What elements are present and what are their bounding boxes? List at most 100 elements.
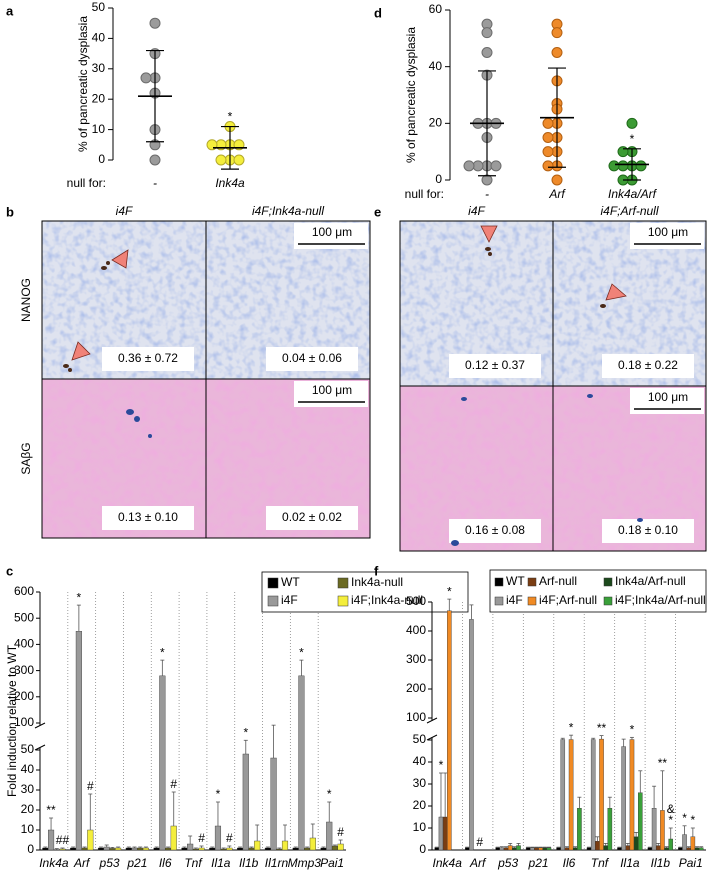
x-tick-label: p53	[497, 856, 518, 870]
bar	[577, 808, 582, 851]
bar	[690, 836, 696, 851]
bar	[281, 840, 289, 851]
legend-swatch	[267, 595, 279, 607]
bar	[572, 847, 578, 851]
arrowhead	[605, 283, 627, 301]
bar	[586, 847, 592, 851]
scale-bar-label: 100 μm	[312, 225, 352, 239]
bar	[595, 841, 600, 851]
legend-label: i4F;Arf-null	[539, 593, 597, 607]
bar	[198, 847, 205, 851]
x-tick-label: Ink4a	[433, 856, 463, 870]
data-point	[626, 117, 638, 129]
scale-bar-label: 100 μm	[648, 225, 688, 239]
stain-spot	[68, 368, 72, 372]
arrowhead	[480, 225, 498, 243]
x-tick-label: Ink4a	[39, 856, 69, 870]
column-header: i4F	[468, 204, 485, 218]
significance-mark: *	[668, 813, 673, 827]
x-tick-label: Il1a	[620, 856, 640, 870]
bar	[337, 843, 344, 851]
significance-mark: *	[299, 645, 304, 659]
data-point	[542, 132, 554, 143]
legend-swatch	[603, 596, 613, 606]
y-tick-label: 40	[413, 754, 427, 768]
significance-mark: **	[658, 756, 668, 770]
bar	[534, 847, 539, 851]
bar	[220, 848, 227, 851]
bar	[331, 845, 338, 851]
y-tick-label: 0	[98, 152, 105, 166]
bar	[87, 829, 94, 851]
bar	[629, 739, 635, 851]
legend-label: i4F;Ink4a/Arf-null	[615, 593, 706, 607]
legend-swatch	[494, 577, 504, 587]
quantification: 0.18 ± 0.22	[618, 358, 678, 372]
bar	[516, 845, 521, 851]
panel-letter: b	[6, 204, 14, 219]
bar	[469, 619, 474, 851]
bar	[142, 847, 149, 851]
label-box	[449, 354, 541, 378]
data-point	[215, 154, 227, 166]
x-tick-label: Arf	[469, 856, 487, 870]
label-box	[602, 519, 694, 543]
panel-letter: c	[6, 563, 13, 578]
significance-mark: *	[327, 787, 332, 801]
significance-mark: #	[170, 777, 177, 791]
data-point	[233, 154, 245, 166]
arrowhead	[111, 249, 129, 269]
y-tick-label: 400	[14, 637, 34, 651]
bar	[153, 847, 160, 851]
quantification: 0.04 ± 0.06	[282, 351, 342, 365]
bar	[694, 847, 700, 851]
significance-mark: *	[447, 584, 452, 598]
micrograph-border	[205, 378, 371, 539]
x-tick-label: Tnf	[184, 856, 203, 870]
y-tick-label: 40	[429, 59, 443, 73]
x-tick-label: Arf	[73, 856, 91, 870]
bar	[192, 848, 199, 851]
y-tick-label: 300	[406, 652, 426, 666]
legend-label: i4F;Ink4a-null	[351, 593, 423, 607]
bar	[503, 847, 509, 851]
legend-swatch	[527, 577, 537, 587]
bar	[309, 837, 316, 851]
significance-mark: **	[597, 721, 607, 735]
bar	[109, 848, 116, 851]
x-tick-label: Il6	[563, 856, 576, 870]
y-tick-label: 10	[92, 122, 106, 136]
bar	[664, 847, 669, 851]
stain-spot	[148, 434, 152, 438]
bar	[525, 847, 531, 851]
significance-mark: *	[630, 132, 635, 146]
bar	[115, 847, 122, 851]
stain-spot	[126, 409, 134, 415]
y-tick-label: 500	[406, 594, 426, 608]
bar	[447, 610, 452, 851]
legend-label: Ink4a-null	[351, 575, 403, 589]
bar	[270, 757, 277, 851]
bar	[647, 847, 653, 851]
annotation-layer	[63, 225, 643, 546]
y-tick-label: 500	[14, 610, 34, 624]
column-header: i4F;Ink4a-null	[252, 204, 324, 218]
x-tick-label: Il1rn	[265, 856, 289, 870]
bar	[42, 847, 49, 851]
stain-spot	[587, 394, 593, 398]
data-point	[551, 27, 563, 39]
data-point	[149, 17, 161, 29]
stain-spot	[63, 364, 69, 368]
arrowhead	[71, 341, 91, 361]
significance-mark: #	[87, 779, 94, 793]
bar	[651, 808, 657, 851]
bar	[538, 847, 543, 851]
bar	[686, 847, 691, 851]
y-tick-label: 30	[21, 782, 35, 796]
panel-letter: d	[374, 5, 382, 20]
label-box	[602, 354, 694, 378]
significance-mark: *	[216, 787, 221, 801]
bar	[276, 848, 283, 851]
significance-mark: *	[691, 813, 696, 827]
quantification: 0.18 ± 0.10	[618, 523, 678, 537]
